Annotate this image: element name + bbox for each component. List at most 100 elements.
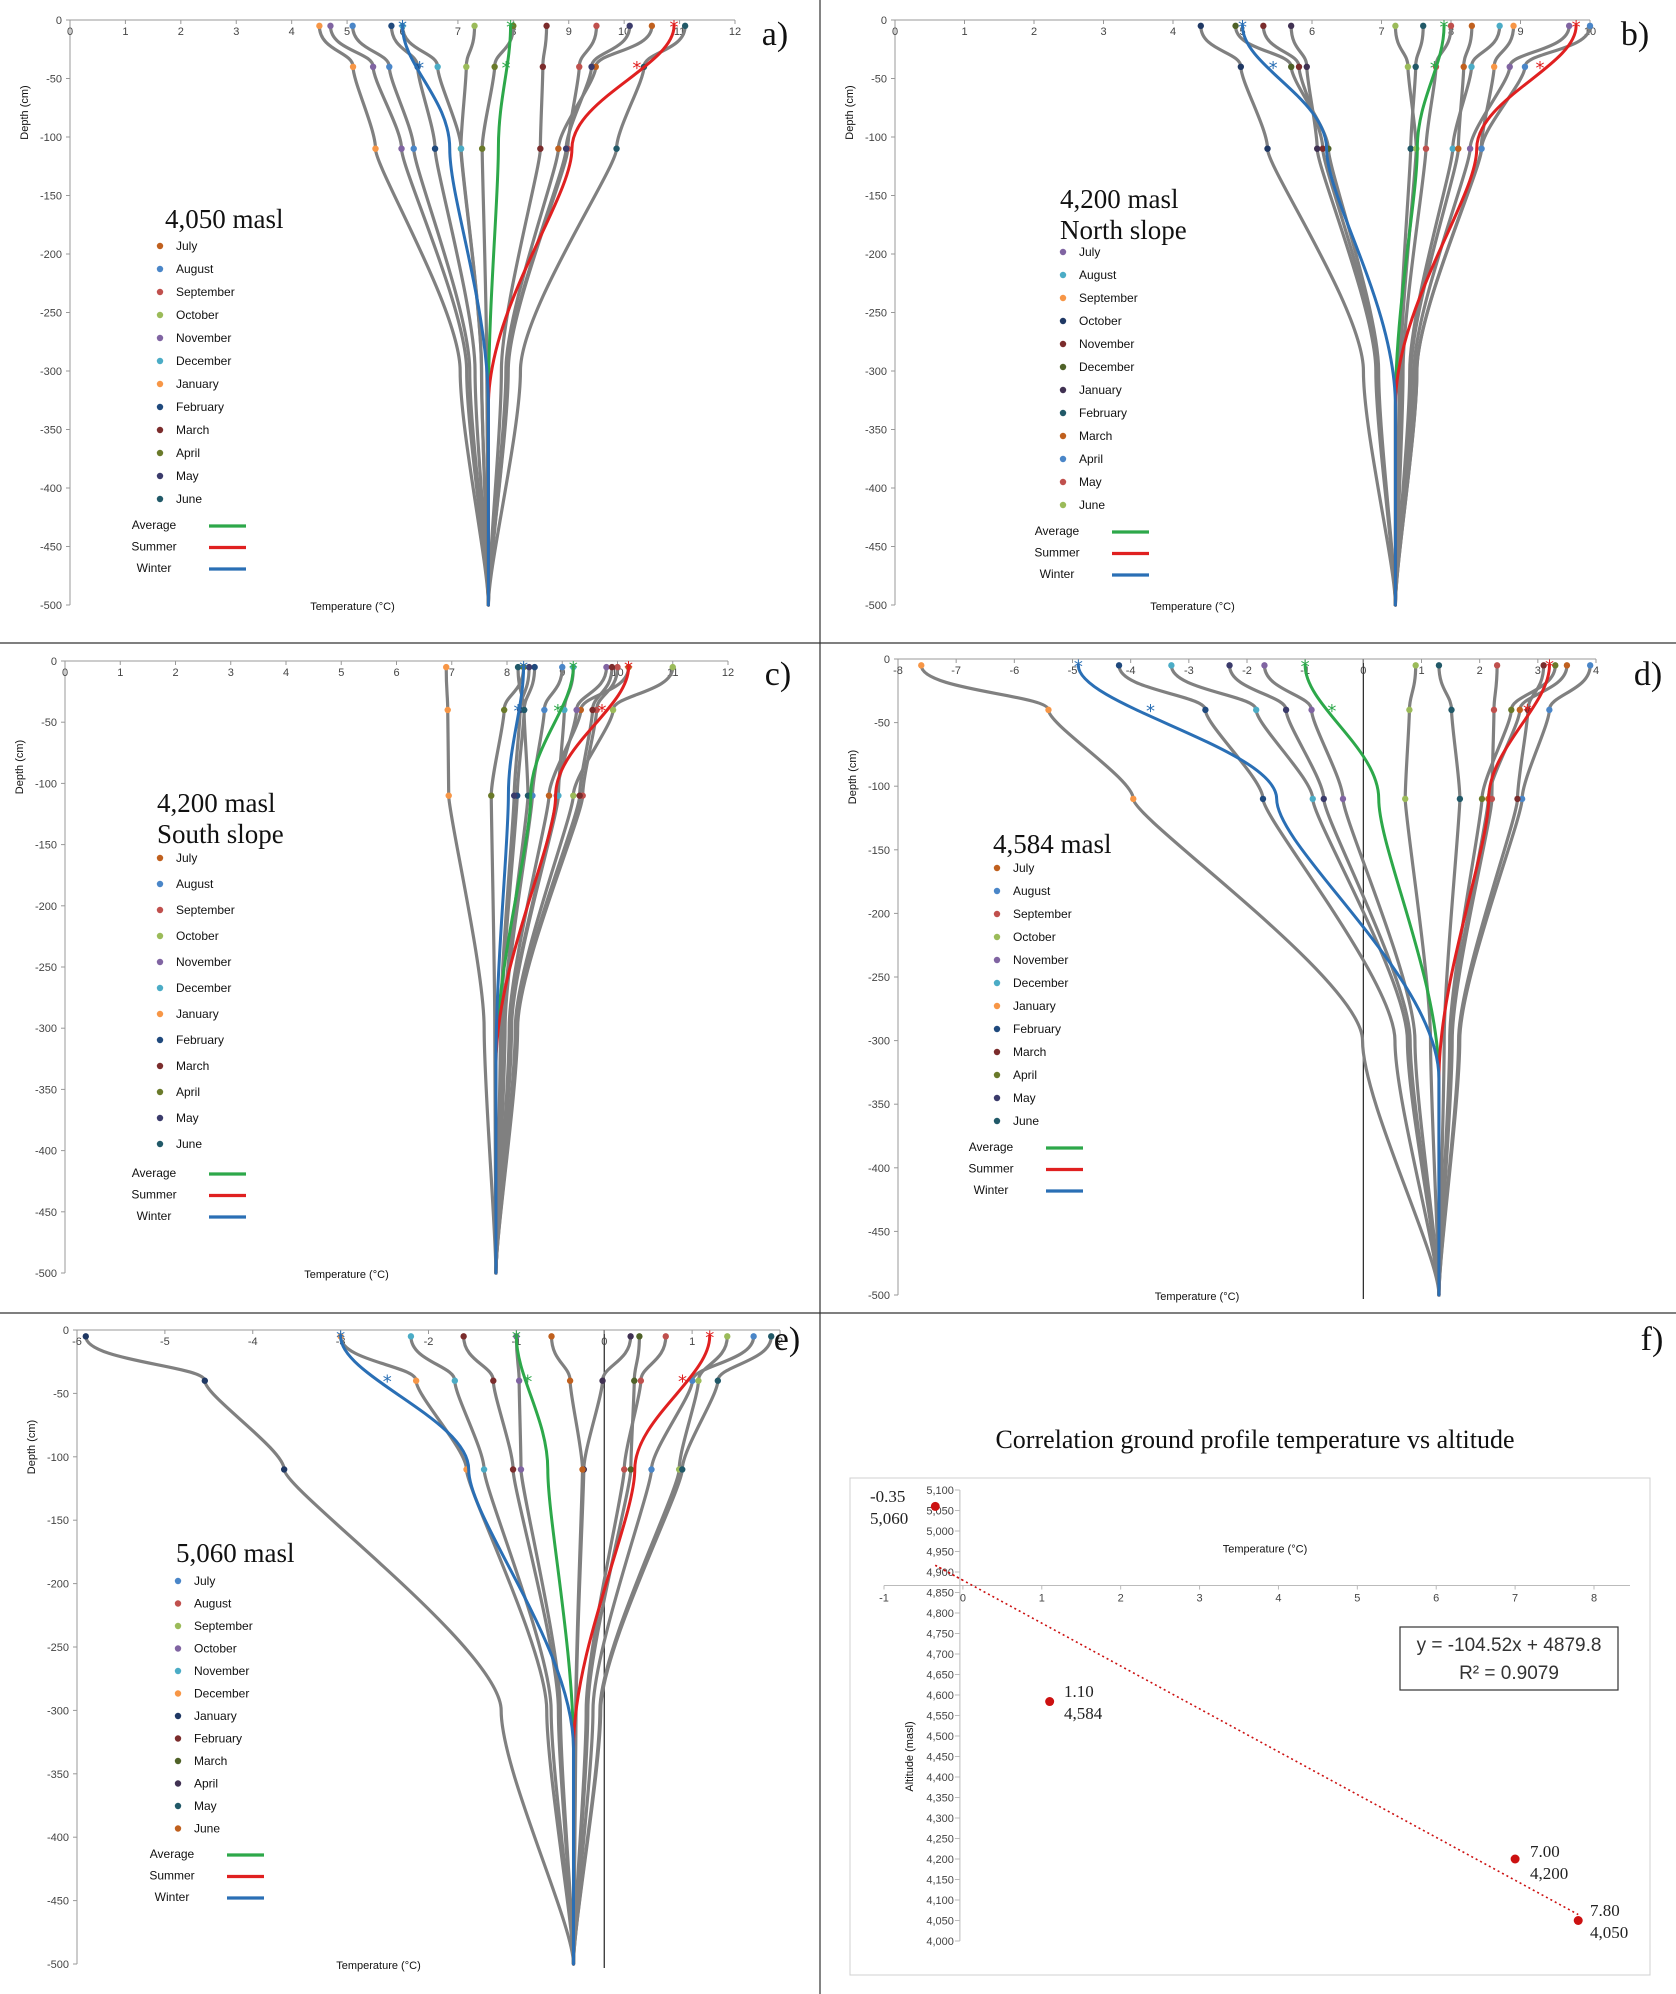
legend-series-label: Average	[132, 1166, 177, 1180]
legend-label: January	[194, 1709, 237, 1723]
legend-series-label: Summer	[131, 1188, 176, 1202]
x-tick-label: 1	[1039, 1593, 1045, 1605]
y-tick-label: -500	[868, 1290, 890, 1302]
month-profile-line	[486, 24, 632, 607]
y-tick-label: -400	[47, 1832, 69, 1844]
legend-label: June	[176, 1137, 202, 1151]
month-mid-point	[1309, 795, 1316, 803]
month-shallow-point	[490, 1377, 497, 1384]
legend-label: September	[176, 285, 235, 299]
y-tick-label: 4,750	[926, 1629, 954, 1641]
legend-series-label: Winter	[1040, 567, 1075, 581]
month-mid-point	[627, 1466, 635, 1473]
legend: July August September October November Decemb…	[149, 1574, 264, 1904]
summer-marker: *	[705, 1327, 714, 1348]
month-shallow-point	[1295, 63, 1303, 70]
month-mid-point	[410, 145, 417, 152]
y-tick-label: -150	[865, 191, 887, 203]
y-tick-label: -450	[35, 1207, 57, 1219]
panel-title: North slope	[1060, 215, 1187, 245]
x-tick-label: 0	[601, 1336, 607, 1348]
average-marker: *	[523, 1372, 532, 1393]
winter-profile-line	[339, 1334, 575, 1966]
legend-label: August	[1013, 884, 1051, 898]
month-surface-point	[559, 663, 566, 671]
y-tick-label: -100	[47, 1452, 69, 1464]
month-surface-point	[1435, 662, 1443, 669]
month-surface-point	[1552, 662, 1559, 669]
y-tick-label: -300	[40, 366, 62, 378]
y-tick-label: -400	[868, 1163, 890, 1175]
legend-series-label: Winter	[137, 1209, 172, 1223]
month-mid-point	[1449, 145, 1456, 152]
legend-marker	[156, 984, 164, 992]
legend-marker	[174, 1712, 182, 1720]
legend-label: January	[176, 1007, 219, 1021]
month-mid-point	[1320, 795, 1327, 803]
y-tick-label: -300	[865, 366, 887, 378]
x-tick-label: 4	[283, 667, 289, 679]
x-tick-label: 7	[455, 26, 461, 38]
month-surface-point	[543, 22, 550, 30]
profile-charts: 0 1 2 3 4 5 6 7 8 9 10 11 120-50-100-150-200-250-300…	[14, 15, 1662, 1972]
correlation-chart: f) Correlation ground profile temperature…	[849, 1321, 1663, 1976]
y-tick-label: 4,050	[926, 1916, 954, 1928]
legend-marker	[174, 1690, 182, 1697]
y-tick-label: -100	[868, 781, 890, 793]
x-tick-label: 4	[1593, 665, 1599, 677]
month-surface-point	[1586, 22, 1594, 30]
x-tick-label: -6	[72, 1336, 82, 1348]
month-shallow-point	[539, 63, 547, 70]
legend-marker	[156, 1062, 164, 1070]
correlation-panel: f) Correlation ground profile temperature…	[849, 1321, 1663, 1976]
x-tick-label: -5	[160, 1336, 170, 1348]
profile-panel-c: 0 1 2 3 4 5 6 7 8 9 10 11 120-50-100-150-200-250-300…	[14, 656, 791, 1281]
month-surface-point	[1447, 22, 1455, 30]
x-tick-label: 2	[1031, 26, 1037, 38]
month-shallow-point	[386, 63, 393, 70]
month-profile-line	[1169, 663, 1441, 1297]
legend-label: April	[176, 1085, 200, 1099]
legend-marker	[993, 887, 1001, 895]
y-axis-label: Altitude (masl)	[904, 1721, 916, 1791]
y-tick-label: -500	[47, 1959, 69, 1971]
profile-panel-b: 0 1 2 3 4 5 6 7 8 9 100-50-100-150-200-250-300-350…	[844, 15, 1649, 613]
month-surface-point	[1420, 22, 1427, 30]
month-profile-line	[1233, 24, 1397, 607]
legend-label: July	[176, 851, 197, 865]
summer-profile-line	[486, 24, 676, 607]
point-label-altitude: 4,584	[1064, 1704, 1103, 1723]
month-mid-point	[1456, 795, 1464, 803]
legend-label: June	[1079, 498, 1105, 512]
x-tick-label: 12	[729, 26, 741, 38]
panel-letter: a)	[762, 16, 788, 53]
month-surface-point	[750, 1333, 757, 1340]
y-tick-label: -200	[865, 249, 887, 261]
month-surface-point	[1226, 662, 1233, 669]
winter-marker: *	[383, 1372, 392, 1393]
y-tick-label: -350	[868, 1099, 890, 1111]
legend-label: October	[176, 929, 219, 943]
legend-label: July	[1013, 861, 1034, 875]
month-surface-point	[460, 1333, 467, 1340]
month-surface-point	[1496, 22, 1503, 30]
month-surface-point	[1510, 22, 1517, 30]
legend-label: January	[1079, 383, 1122, 397]
y-tick-label: -50	[53, 1388, 69, 1400]
month-surface-point	[1261, 662, 1268, 669]
x-tick-label: 2	[777, 1336, 783, 1348]
legend-marker	[1059, 317, 1067, 325]
panel-title: 4,200 masl	[1060, 184, 1179, 214]
month-mid-point	[1518, 795, 1526, 803]
month-surface-point	[1412, 662, 1419, 669]
legend-marker	[993, 933, 1001, 941]
x-axis-label: Temperature (°C)	[336, 1960, 420, 1972]
y-tick-label: 4,100	[926, 1895, 954, 1907]
legend-marker	[1059, 248, 1067, 256]
legend-marker	[1059, 386, 1067, 394]
y-tick-label: -250	[47, 1642, 69, 1654]
x-tick-label: 2	[1477, 665, 1483, 677]
x-tick-label: 1	[689, 1336, 695, 1348]
winter-marker: *	[1269, 58, 1278, 79]
